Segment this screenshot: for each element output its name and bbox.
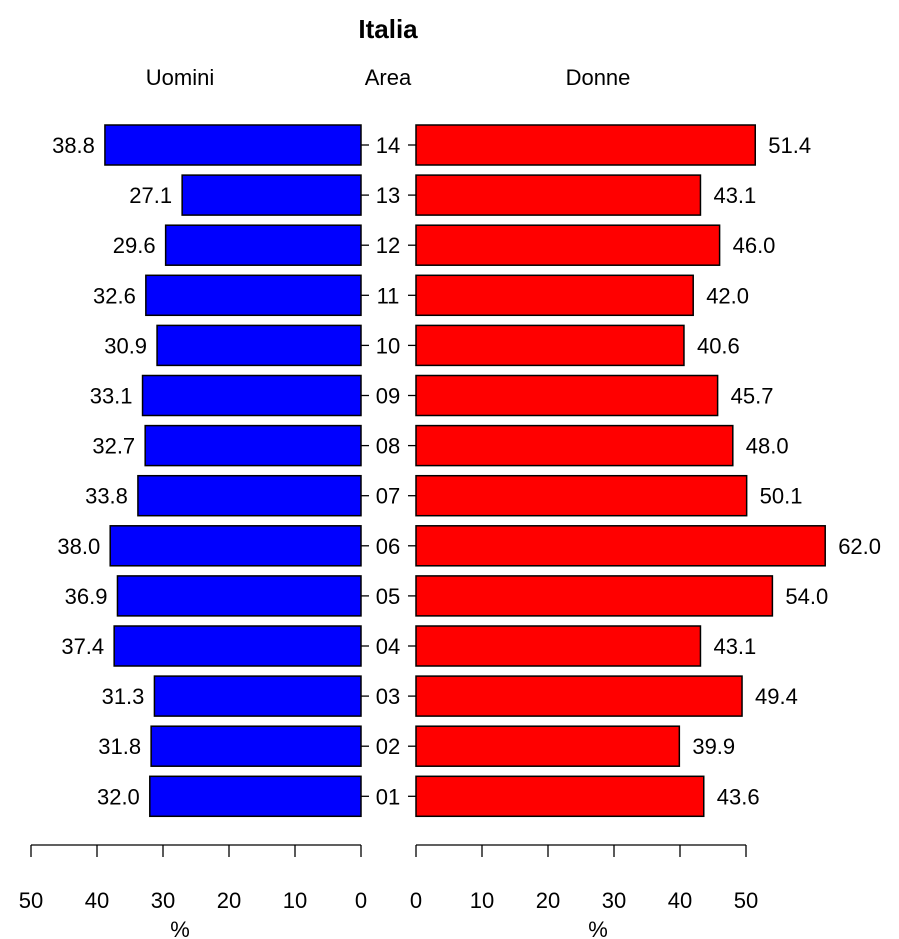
center-header: Area — [365, 65, 412, 90]
right-header: Donne — [566, 65, 631, 90]
bar-donne-10 — [415, 324, 685, 367]
category-label-02: 02 — [376, 734, 400, 759]
category-label-14: 14 — [376, 133, 400, 158]
label-uomini-06: 38.0 — [57, 534, 100, 559]
bar-donne-09 — [415, 374, 719, 417]
label-donne-12: 46.0 — [733, 233, 776, 258]
label-donne-01: 43.6 — [717, 784, 760, 809]
category-label-04: 04 — [376, 634, 400, 659]
bar-donne-13 — [415, 174, 702, 216]
bar-donne-14 — [415, 124, 756, 166]
left-tick-label-30: 30 — [151, 888, 175, 913]
label-donne-05: 54.0 — [785, 584, 828, 609]
label-uomini-09: 33.1 — [90, 384, 133, 409]
left-axis-xlabel: % — [170, 917, 190, 939]
bar-donne-05 — [415, 575, 774, 617]
bar-uomini-03 — [153, 675, 362, 717]
left-tick-label-0: 0 — [355, 888, 367, 913]
axes-group: 01 02 03 04 05 06 07 08 09 10 11 12 13 14 0 0 10 10 20 20 30… — [19, 133, 758, 913]
right-tick-label-30: 30 — [602, 888, 626, 913]
bar-uomini-10 — [156, 324, 362, 367]
right-tick-label-20: 20 — [536, 888, 560, 913]
left-tick-label-20: 20 — [217, 888, 241, 913]
category-label-12: 12 — [376, 233, 400, 258]
bar-uomini-13 — [181, 174, 362, 216]
bar-uomini-11 — [145, 274, 362, 317]
label-donne-13: 43.1 — [713, 183, 756, 208]
label-uomini-12: 29.6 — [113, 233, 156, 258]
label-donne-03: 49.4 — [755, 684, 798, 709]
label-uomini-03: 31.3 — [102, 684, 145, 709]
label-uomini-14: 38.8 — [52, 133, 95, 158]
category-label-09: 09 — [376, 384, 400, 409]
label-donne-10: 40.6 — [697, 333, 740, 358]
chart-title: Italia — [358, 14, 418, 44]
bar-uomini-04 — [113, 625, 362, 667]
label-uomini-13: 27.1 — [129, 183, 172, 208]
category-label-10: 10 — [376, 333, 400, 358]
label-donne-06: 62.0 — [838, 534, 881, 559]
label-uomini-04: 37.4 — [61, 634, 104, 659]
label-uomini-11: 32.6 — [93, 283, 136, 308]
left-tick-label-10: 10 — [283, 888, 307, 913]
right-tick-label-10: 10 — [470, 888, 494, 913]
bar-donne-07 — [415, 474, 748, 517]
left-tick-label-50: 50 — [19, 888, 43, 913]
label-uomini-08: 32.7 — [92, 434, 135, 459]
bar-uomini-14 — [104, 124, 362, 166]
label-donne-14: 51.4 — [768, 133, 811, 158]
bar-donne-06 — [415, 525, 826, 567]
label-donne-09: 45.7 — [731, 384, 774, 409]
label-donne-02: 39.9 — [692, 734, 735, 759]
bar-uomini-07 — [137, 474, 362, 517]
category-label-07: 07 — [376, 484, 400, 509]
right-tick-label-40: 40 — [668, 888, 692, 913]
bar-uomini-09 — [141, 374, 362, 417]
bar-uomini-02 — [150, 725, 362, 767]
bar-donne-08 — [415, 424, 734, 467]
right-axis-xlabel: % — [588, 917, 608, 939]
bar-uomini-06 — [109, 525, 362, 567]
category-label-01: 01 — [376, 784, 400, 809]
bar-donne-03 — [415, 675, 743, 717]
label-donne-08: 48.0 — [746, 434, 789, 459]
label-uomini-01: 32.0 — [97, 784, 140, 809]
label-uomini-07: 33.8 — [85, 484, 128, 509]
label-uomini-10: 30.9 — [104, 333, 147, 358]
left-header: Uomini — [146, 65, 214, 90]
bar-uomini-12 — [164, 224, 362, 266]
bar-donne-02 — [415, 725, 681, 767]
category-label-03: 03 — [376, 684, 400, 709]
label-uomini-02: 31.8 — [98, 734, 141, 759]
bar-donne-04 — [415, 625, 702, 667]
category-label-05: 05 — [376, 584, 400, 609]
category-label-06: 06 — [376, 534, 400, 559]
bar-uomini-08 — [144, 424, 362, 467]
label-uomini-05: 36.9 — [65, 584, 108, 609]
right-tick-label-50: 50 — [734, 888, 758, 913]
right-tick-label-0: 0 — [410, 888, 422, 913]
label-donne-04: 43.1 — [713, 634, 756, 659]
category-label-11: 11 — [377, 283, 400, 308]
left-tick-label-40: 40 — [85, 888, 109, 913]
bar-donne-01 — [415, 775, 705, 818]
bars-group: 32.0 43.6 31.8 39.9 31.3 49.4 37.4 43.1 36.9 54.0… — [52, 124, 881, 818]
bar-donne-11 — [415, 274, 694, 317]
label-donne-11: 42.0 — [706, 283, 749, 308]
category-label-08: 08 — [376, 434, 400, 459]
bar-donne-12 — [415, 224, 721, 266]
bar-uomini-01 — [149, 775, 362, 818]
category-label-13: 13 — [376, 183, 400, 208]
bar-uomini-05 — [116, 575, 362, 617]
label-donne-07: 50.1 — [760, 484, 803, 509]
